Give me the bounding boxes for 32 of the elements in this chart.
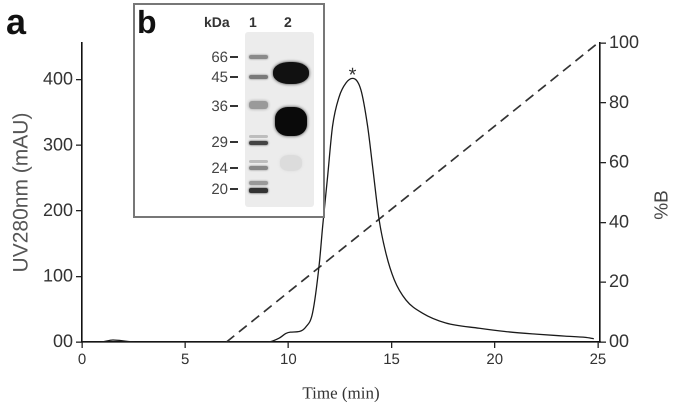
- y2-axis-title: %B: [652, 190, 672, 220]
- annotation: 36: [211, 98, 228, 114]
- y-tick-label: 00: [52, 330, 73, 351]
- x-tick-label: 25: [590, 351, 606, 368]
- annotation: 45: [211, 68, 228, 86]
- x-tick-label: 0: [78, 351, 86, 368]
- annotation: 20: [211, 180, 228, 198]
- text: 2: [284, 14, 292, 30]
- y2-tick-label: 80: [609, 92, 630, 112]
- annotation: 66: [211, 48, 228, 66]
- x-axis-title: Time (min): [302, 383, 380, 402]
- annotation: 29: [211, 134, 228, 150]
- x-tick-label: 15: [383, 351, 400, 368]
- y-axis-title: UV280nm (mAU): [9, 112, 32, 272]
- annotation: *: [348, 64, 357, 86]
- text: kDa: [204, 14, 230, 30]
- y2-tick-label: 00: [609, 330, 630, 351]
- y2-tick-label: 60: [609, 152, 630, 172]
- x-tick-label: 5: [181, 351, 190, 368]
- y-tick-label: 300: [42, 134, 73, 154]
- text: a: [6, 1, 26, 42]
- y2-tick-label: 100: [609, 32, 640, 52]
- x-tick-label: 10: [280, 351, 297, 368]
- y-tick-label: 400: [42, 68, 73, 89]
- y2-tick-label: 20: [609, 271, 630, 292]
- annotation: 24: [211, 160, 228, 176]
- y-tick-label: 200: [42, 200, 73, 220]
- y2-tick-label: 40: [609, 211, 630, 232]
- text: b: [137, 4, 157, 40]
- y-tick-label: 100: [42, 265, 73, 286]
- text: 1: [249, 14, 257, 30]
- x-tick-label: 20: [486, 351, 504, 368]
